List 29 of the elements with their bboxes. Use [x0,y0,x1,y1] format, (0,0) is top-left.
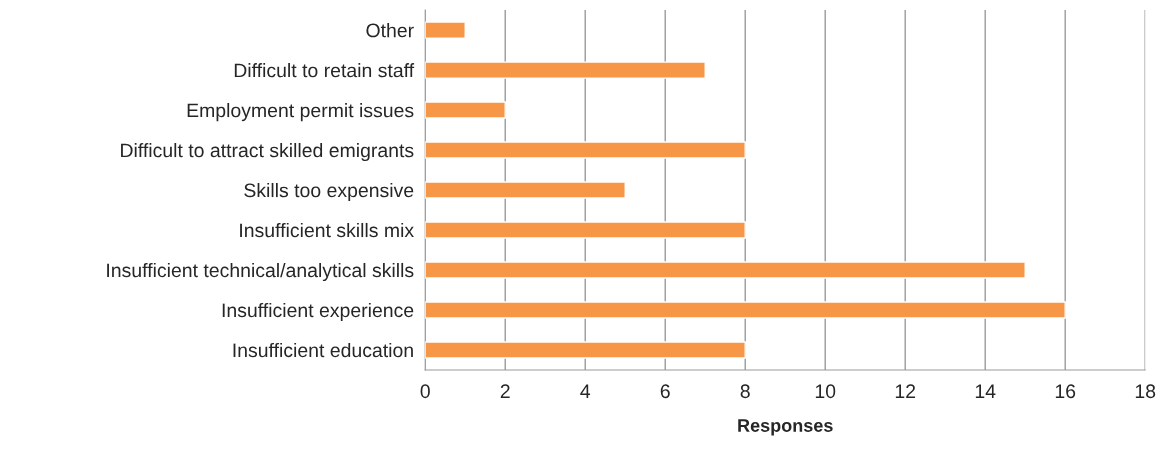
bar [425,221,746,239]
x-axis-title: Responses [738,419,833,436]
x-tick-label: 8 [740,384,750,399]
bar [425,261,1026,279]
y-tick-label: Employment permit issues [187,103,414,122]
x-tick-label: 2 [500,384,510,398]
x-tick-label: 16 [1055,384,1076,399]
bar [425,61,706,79]
x-tick-label: 4 [580,384,591,398]
x-tick-label: 6 [660,384,670,399]
bar [425,181,626,199]
y-tick-label: Insufficient technical/analytical skills [107,262,414,282]
bar [425,141,746,159]
x-tick-label: 18 [1135,384,1156,399]
y-tick-label: Difficult to attract skilled emigrants [121,143,414,162]
bar [425,301,1066,319]
y-tick-label: Other [366,23,414,38]
y-tick-label: Difficult to retain staff [234,63,415,78]
y-tick-label: Insufficient skills mix [240,222,414,238]
y-tick-label: Skills too expensive [244,182,414,202]
x-tick-label: 10 [815,384,836,399]
bar [425,341,746,359]
bar [425,21,466,39]
x-tick-label: 14 [975,384,996,398]
y-tick-label: Insufficient experience [222,302,414,322]
bar [425,101,506,119]
y-tick-label: Insufficient education [233,342,413,358]
x-tick-label: 0 [420,384,430,399]
x-tick-label: 12 [895,384,916,398]
